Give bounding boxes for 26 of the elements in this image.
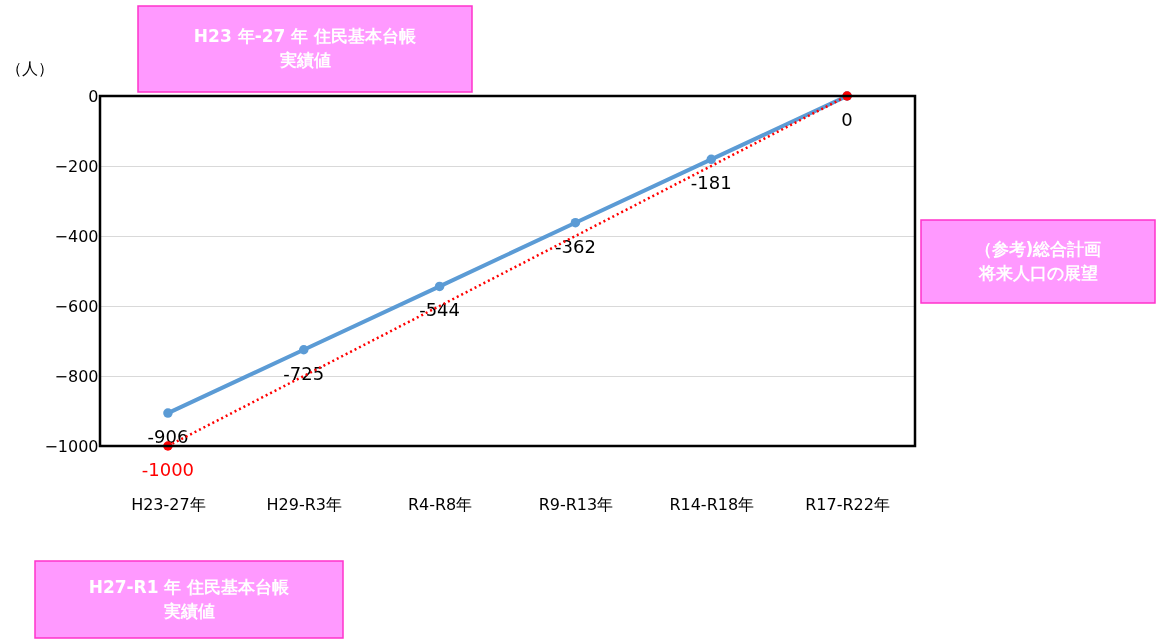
y-tick-label: −800	[54, 366, 99, 386]
point	[570, 217, 581, 228]
x-tick-label: R4-R8年	[407, 494, 473, 514]
x-tick-label: R17-R22年	[805, 494, 890, 514]
data-label: -181	[690, 172, 732, 194]
y-axis-title: （人）	[5, 58, 54, 78]
y-tick-label: −200	[54, 156, 99, 176]
text: H27-R1 年 住民基本台帳実績値	[88, 576, 291, 621]
point	[706, 154, 716, 165]
point	[434, 281, 445, 292]
x-tick-label: R9-R13年	[538, 494, 614, 514]
x-tick-label: R14-R18年	[669, 494, 755, 514]
y-tick-label: −1000	[44, 436, 99, 456]
text: （参考)総合計画将来人口の展望	[974, 238, 1102, 283]
y-tick-label: −400	[54, 226, 99, 246]
x-tick-label: H23-27年	[131, 494, 206, 514]
x-tick-label: H29-R3年	[266, 494, 342, 514]
data-label: -906	[147, 426, 189, 448]
data-label: -362	[554, 235, 596, 257]
y-tick-label: 0	[88, 86, 99, 106]
text: H23 年-27 年 住民基本台帳実績値	[193, 26, 418, 70]
point	[299, 345, 309, 355]
data-label: 0	[841, 109, 853, 130]
data-label: -1000	[141, 459, 195, 480]
y-tick-label: −600	[54, 296, 99, 316]
point	[163, 408, 173, 418]
